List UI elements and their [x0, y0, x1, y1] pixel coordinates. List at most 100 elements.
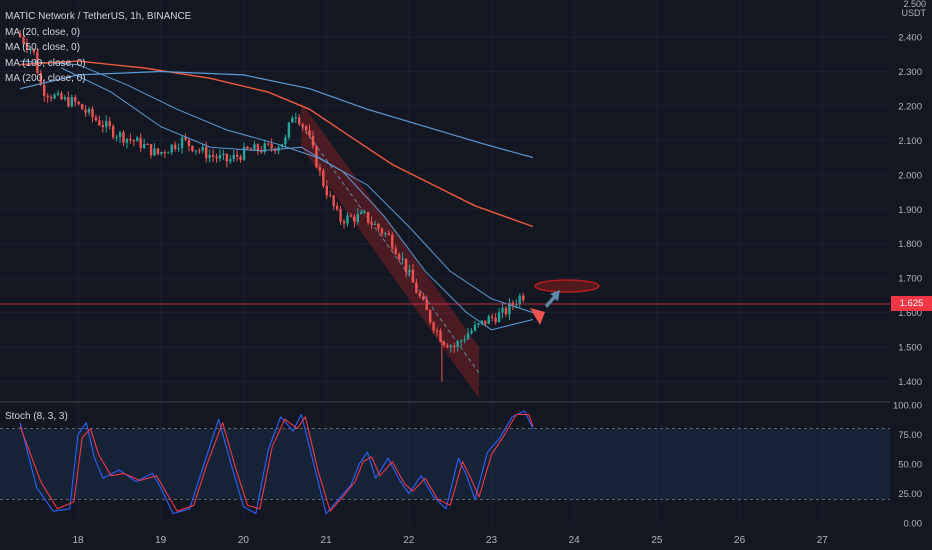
- candle-body: [63, 97, 67, 100]
- candle-body: [235, 154, 239, 157]
- candle-body: [308, 130, 311, 137]
- time-tick-label: 23: [486, 535, 498, 546]
- candle-body: [391, 234, 394, 249]
- legend-ma50[interactable]: MA (50, close, 0): [5, 42, 81, 53]
- candle-body: [60, 93, 63, 100]
- candle-body: [397, 254, 401, 259]
- price-grid: [0, 0, 890, 524]
- candle-body: [167, 152, 170, 154]
- candle-body: [149, 144, 153, 156]
- candle-body: [415, 282, 418, 294]
- last-price-label: 1.625: [891, 296, 932, 311]
- candle-body: [53, 94, 56, 99]
- candle-body: [353, 216, 356, 222]
- candle-body: [111, 126, 115, 138]
- up-arrow: [545, 290, 560, 308]
- legend-ma100[interactable]: MA (100, close, 0): [5, 57, 86, 69]
- candle-body: [222, 153, 225, 156]
- candle-body: [146, 144, 149, 146]
- price-tick-label: 2.000: [898, 170, 922, 181]
- price-pane[interactable]: [0, 0, 890, 524]
- candle-body: [198, 150, 201, 152]
- symbol-title[interactable]: MATIC Network / TetherUS, 1h, BINANCE: [5, 11, 192, 22]
- down-marker: [530, 308, 545, 325]
- candle-body: [463, 339, 466, 341]
- candle-body: [129, 138, 132, 141]
- stoch-tick-label: 25.00: [898, 489, 922, 500]
- ma100-line: [20, 60, 534, 228]
- target-ellipse: [534, 279, 600, 293]
- candle-body: [346, 215, 349, 224]
- candle-body: [122, 132, 125, 143]
- channel-midline: [300, 124, 480, 374]
- candle-body: [139, 137, 142, 148]
- candle-body: [101, 125, 105, 128]
- candle-body: [229, 158, 232, 162]
- time-tick-label: 24: [569, 535, 581, 546]
- candle-body: [304, 126, 308, 131]
- candle-body: [442, 341, 446, 346]
- candle-body: [249, 148, 253, 150]
- stoch-axis[interactable]: 100.00 75.00 50.00 25.00 0.00: [893, 401, 922, 530]
- candle-body: [487, 316, 490, 324]
- stoch-pane[interactable]: [0, 410, 890, 515]
- candle-body: [70, 97, 73, 107]
- candle-body: [387, 233, 391, 235]
- candle-body: [77, 101, 80, 105]
- candle-body: [239, 156, 242, 160]
- candle-body: [225, 153, 229, 162]
- price-axis-unit: 2.500 USDT: [902, 0, 927, 18]
- candle-body: [263, 143, 266, 153]
- candle-body: [373, 223, 377, 225]
- candle-body: [246, 146, 249, 149]
- time-tick-label: 25: [651, 535, 663, 546]
- candle-body: [401, 258, 404, 260]
- candle-body: [67, 97, 70, 107]
- candle-body: [260, 150, 263, 153]
- time-tick-label: 27: [817, 535, 829, 546]
- candle-body: [136, 137, 139, 142]
- candle-body: [194, 150, 198, 152]
- candle-body: [435, 330, 439, 332]
- candle-body: [322, 170, 325, 186]
- candle-body: [115, 137, 118, 139]
- candle-body: [342, 221, 346, 224]
- candle-body: [173, 144, 177, 149]
- candle-body: [25, 43, 29, 50]
- candle-body: [18, 33, 22, 38]
- candle-body: [187, 139, 191, 146]
- stoch-legend[interactable]: Stoch (8, 3, 3): [5, 411, 68, 422]
- candle-body: [301, 124, 304, 127]
- candle-body: [470, 330, 473, 334]
- candle-body: [204, 146, 208, 159]
- candle-body: [484, 320, 487, 324]
- descending-channel: [300, 102, 480, 399]
- candle-body: [39, 72, 42, 85]
- candle-body: [339, 209, 342, 222]
- stoch-tick-label: 50.00: [898, 460, 922, 471]
- candle-body: [466, 333, 470, 340]
- candle-body: [446, 345, 449, 348]
- candle-body: [284, 137, 287, 145]
- price-axis[interactable]: 2.400 2.300 2.200 2.100 2.000 1.900 1.800 1.700…: [898, 33, 922, 389]
- candle-body: [118, 132, 122, 138]
- candle-body: [366, 212, 370, 223]
- candle-body: [422, 296, 425, 300]
- candle-body: [384, 233, 387, 235]
- candle-body: [418, 293, 422, 297]
- candle-body: [184, 137, 187, 140]
- stoch-tick-label: 0.00: [904, 519, 923, 530]
- candle-body: [46, 95, 49, 98]
- candle-body: [329, 195, 332, 197]
- candle-body: [211, 155, 215, 157]
- legend-ma20[interactable]: MA (20, close, 0): [5, 26, 81, 38]
- candle-body: [497, 312, 501, 323]
- candle-body: [490, 316, 494, 318]
- time-axis[interactable]: 18 19 20 21 22 23 24 25 26 27: [72, 535, 828, 546]
- legend-ma200[interactable]: MA (200, close, 0): [5, 73, 86, 84]
- candle-body: [153, 148, 156, 156]
- candle-body: [349, 215, 353, 217]
- candle-body: [125, 138, 129, 143]
- candle-body: [404, 258, 408, 273]
